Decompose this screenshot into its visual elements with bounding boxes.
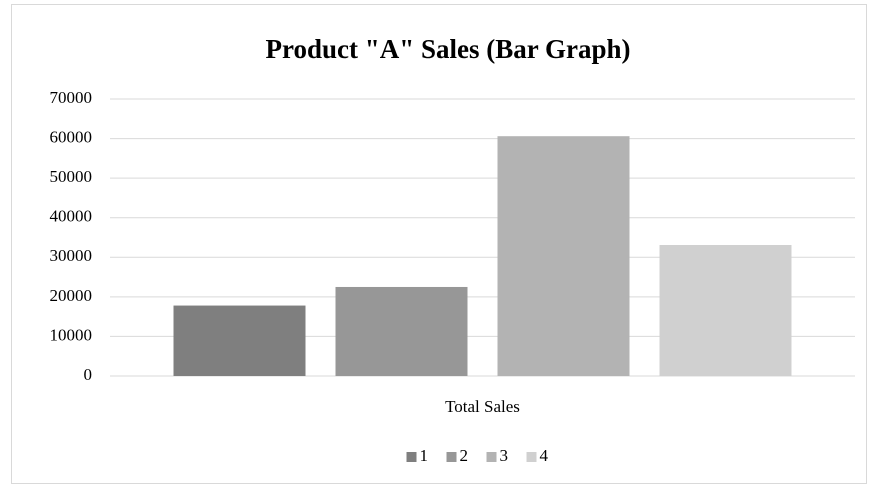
y-tick-label: 20000 xyxy=(50,286,93,305)
bar xyxy=(659,245,792,376)
legend-swatch xyxy=(526,452,537,462)
chart-border xyxy=(11,4,867,484)
y-tick-label: 50000 xyxy=(50,167,93,186)
legend-label: 2 xyxy=(460,446,469,465)
legend-swatch xyxy=(486,452,497,462)
y-tick-label: 0 xyxy=(84,365,93,384)
x-tick-label: Total Sales xyxy=(445,397,520,416)
legend-swatch xyxy=(406,452,417,462)
bar xyxy=(173,305,306,376)
chart-title: Product "A" Sales (Bar Graph) xyxy=(266,34,631,64)
legend-label: 1 xyxy=(420,446,429,465)
y-tick-label: 70000 xyxy=(50,88,93,107)
y-tick-label: 60000 xyxy=(50,127,93,146)
bar xyxy=(497,136,630,376)
bar xyxy=(335,286,468,376)
legend-label: 3 xyxy=(500,446,509,465)
y-tick-label: 40000 xyxy=(50,207,93,226)
legend-swatch xyxy=(446,452,457,462)
y-tick-label: 10000 xyxy=(50,325,93,344)
y-tick-label: 30000 xyxy=(50,246,93,265)
legend-label: 4 xyxy=(540,446,549,465)
